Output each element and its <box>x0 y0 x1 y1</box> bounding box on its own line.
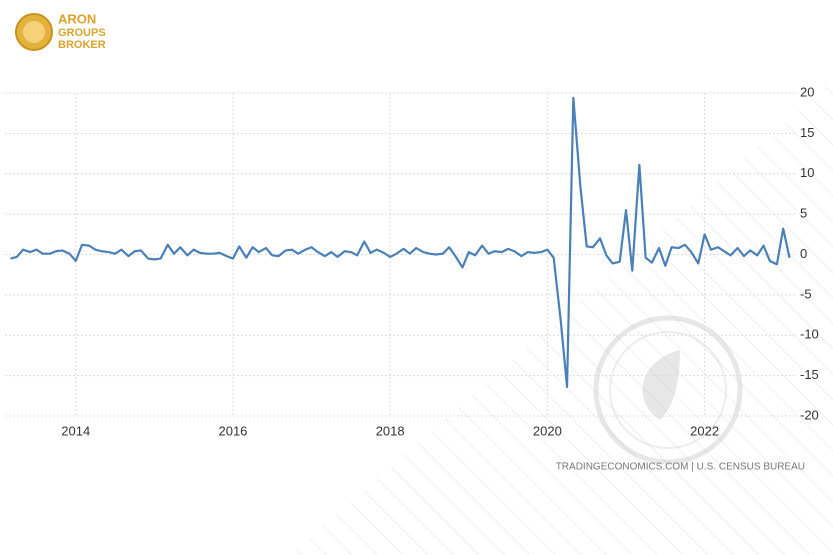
y-tick-label: 5 <box>800 206 807 221</box>
y-tick-label: -5 <box>800 286 812 301</box>
logo: ARON GROUPS BROKER <box>15 11 106 51</box>
x-tick-label: 2022 <box>690 423 719 438</box>
data-line <box>10 96 791 389</box>
y-tick-label: 15 <box>800 125 814 140</box>
y-tick-label: -15 <box>800 367 819 382</box>
y-tick-label: 0 <box>800 246 807 261</box>
logo-text: BROKER <box>58 39 106 51</box>
y-tick-label: 10 <box>800 165 814 180</box>
x-tick-label: 2016 <box>218 423 247 438</box>
x-tick-label: 2014 <box>61 423 90 438</box>
logo-text: ARON <box>58 11 96 26</box>
source: TRADINGECONOMICS.COM | U.S. CENSUS BUREA… <box>556 462 805 473</box>
y-tick-label: -20 <box>800 407 819 422</box>
watermark-logo <box>593 315 743 465</box>
y-tick-label: 20 <box>800 84 814 99</box>
logo-text: GROUPS <box>58 27 106 39</box>
watermark-hatch <box>290 80 833 555</box>
x-tick-label: 2020 <box>533 423 562 438</box>
y-tick-label: -10 <box>800 327 819 342</box>
x-tick-label: 2018 <box>376 423 405 438</box>
